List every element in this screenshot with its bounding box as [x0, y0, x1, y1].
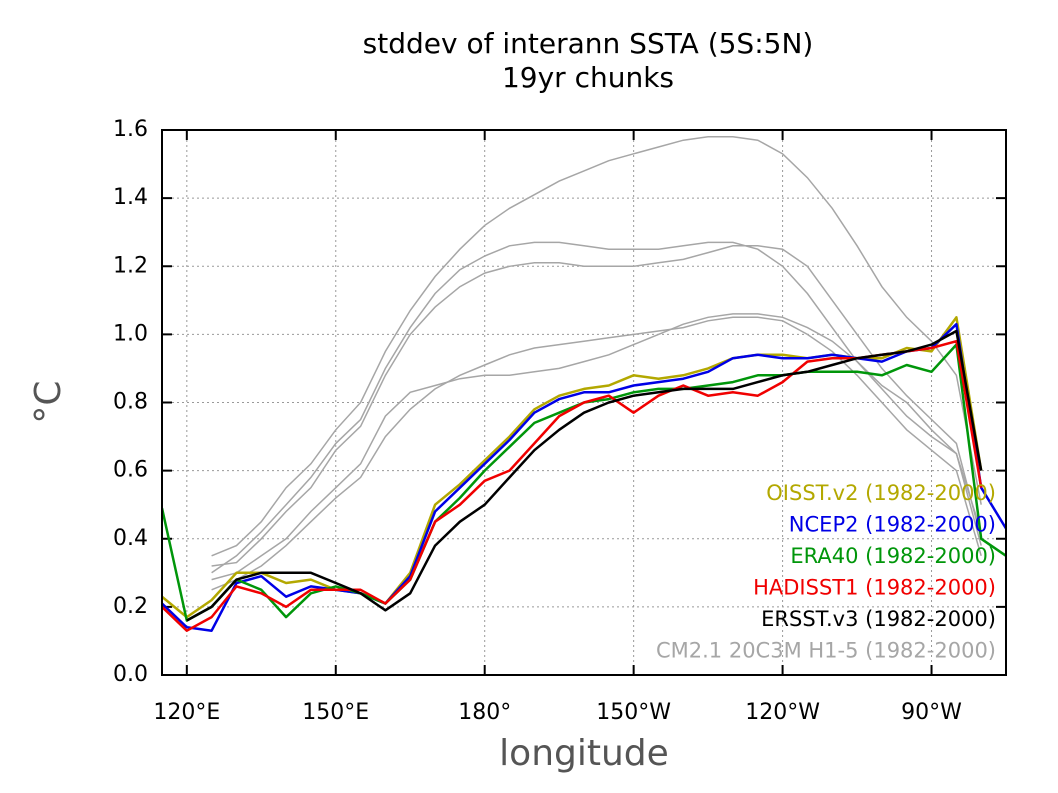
plot-frame [161, 129, 1007, 676]
x-tick-label: 180° [458, 700, 511, 725]
ensemble-line [211, 245, 982, 567]
ensemble-line [211, 241, 982, 574]
y-tick-label: 1.6 [113, 117, 148, 142]
x-tick-label: 90°W [901, 700, 962, 725]
chart-title: stddev of interann SSTA (5S:5N) [363, 27, 814, 60]
y-tick-label: 0.4 [113, 526, 148, 551]
legend-entry: HADISST1 (1982-2000) [753, 576, 996, 600]
legend-entry: CM2.1 20C3M H1-5 (1982-2000) [656, 639, 996, 663]
y-axis-label: °C [28, 380, 69, 423]
y-tick-label: 0.8 [113, 390, 148, 415]
series-line [186, 329, 983, 622]
y-tick-label: 1.4 [113, 185, 148, 210]
ensemble-line [211, 136, 982, 557]
y-tick-label: 0.0 [113, 662, 148, 687]
legend-entry: ERA40 (1982-2000) [790, 544, 996, 568]
x-tick-label: 150°E [302, 700, 369, 725]
x-tick-label: 120°W [745, 700, 820, 725]
y-tick-label: 0.2 [113, 594, 148, 619]
series-line [162, 322, 1006, 632]
chart-subtitle: 19yr chunks [502, 61, 674, 94]
legend-entry: NCEP2 (1982-2000) [789, 513, 996, 537]
y-tick-label: 1.0 [113, 321, 148, 346]
x-tick-label: 120°E [153, 700, 220, 725]
ensemble-line [211, 313, 982, 581]
legend-entry: ERSST.v3 (1982-2000) [761, 607, 996, 631]
x-tick-label: 150°W [596, 700, 671, 725]
y-tick-label: 0.6 [113, 458, 148, 483]
y-tick-label: 1.2 [113, 253, 148, 278]
series-line [162, 339, 983, 632]
legend-entry: OISST.v2 (1982-2000) [766, 481, 996, 505]
x-axis-label: longitude [499, 733, 669, 774]
